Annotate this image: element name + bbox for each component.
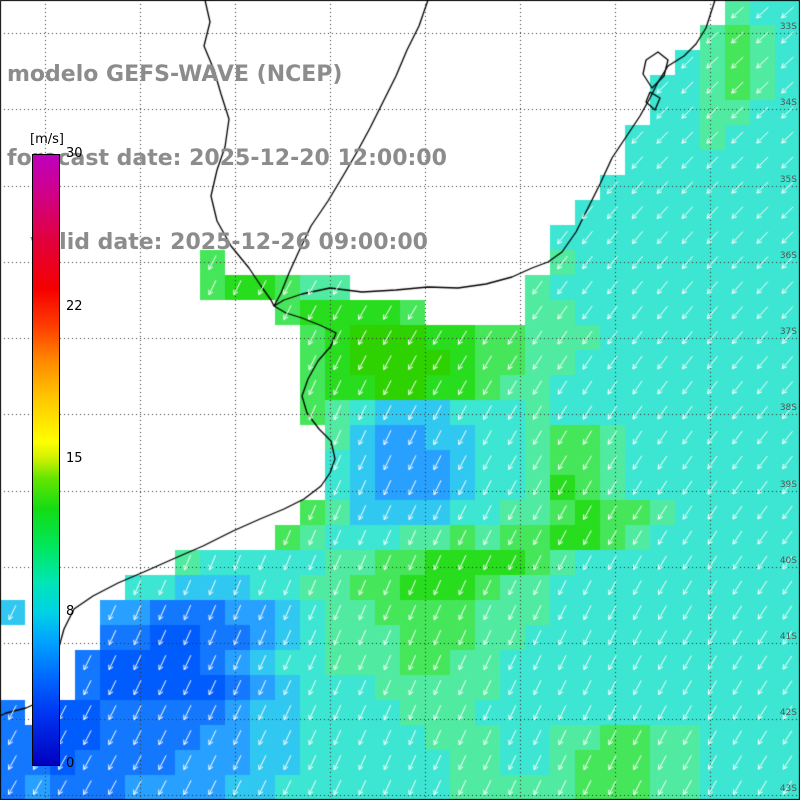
colorbar: [m/s] 30 22 15 8 0 (30, 130, 140, 790)
colorbar-tick-label: 15 (66, 451, 83, 466)
colorbar-tick-label: 30 (66, 146, 83, 161)
colorbar-tick-label: 22 (66, 298, 83, 314)
colorbar-gradient (32, 154, 60, 766)
colorbar-tick-label: 8 (66, 603, 75, 619)
colorbar-unit-label: [m/s] (30, 132, 64, 147)
colorbar-tick-label: 0 (66, 756, 75, 771)
